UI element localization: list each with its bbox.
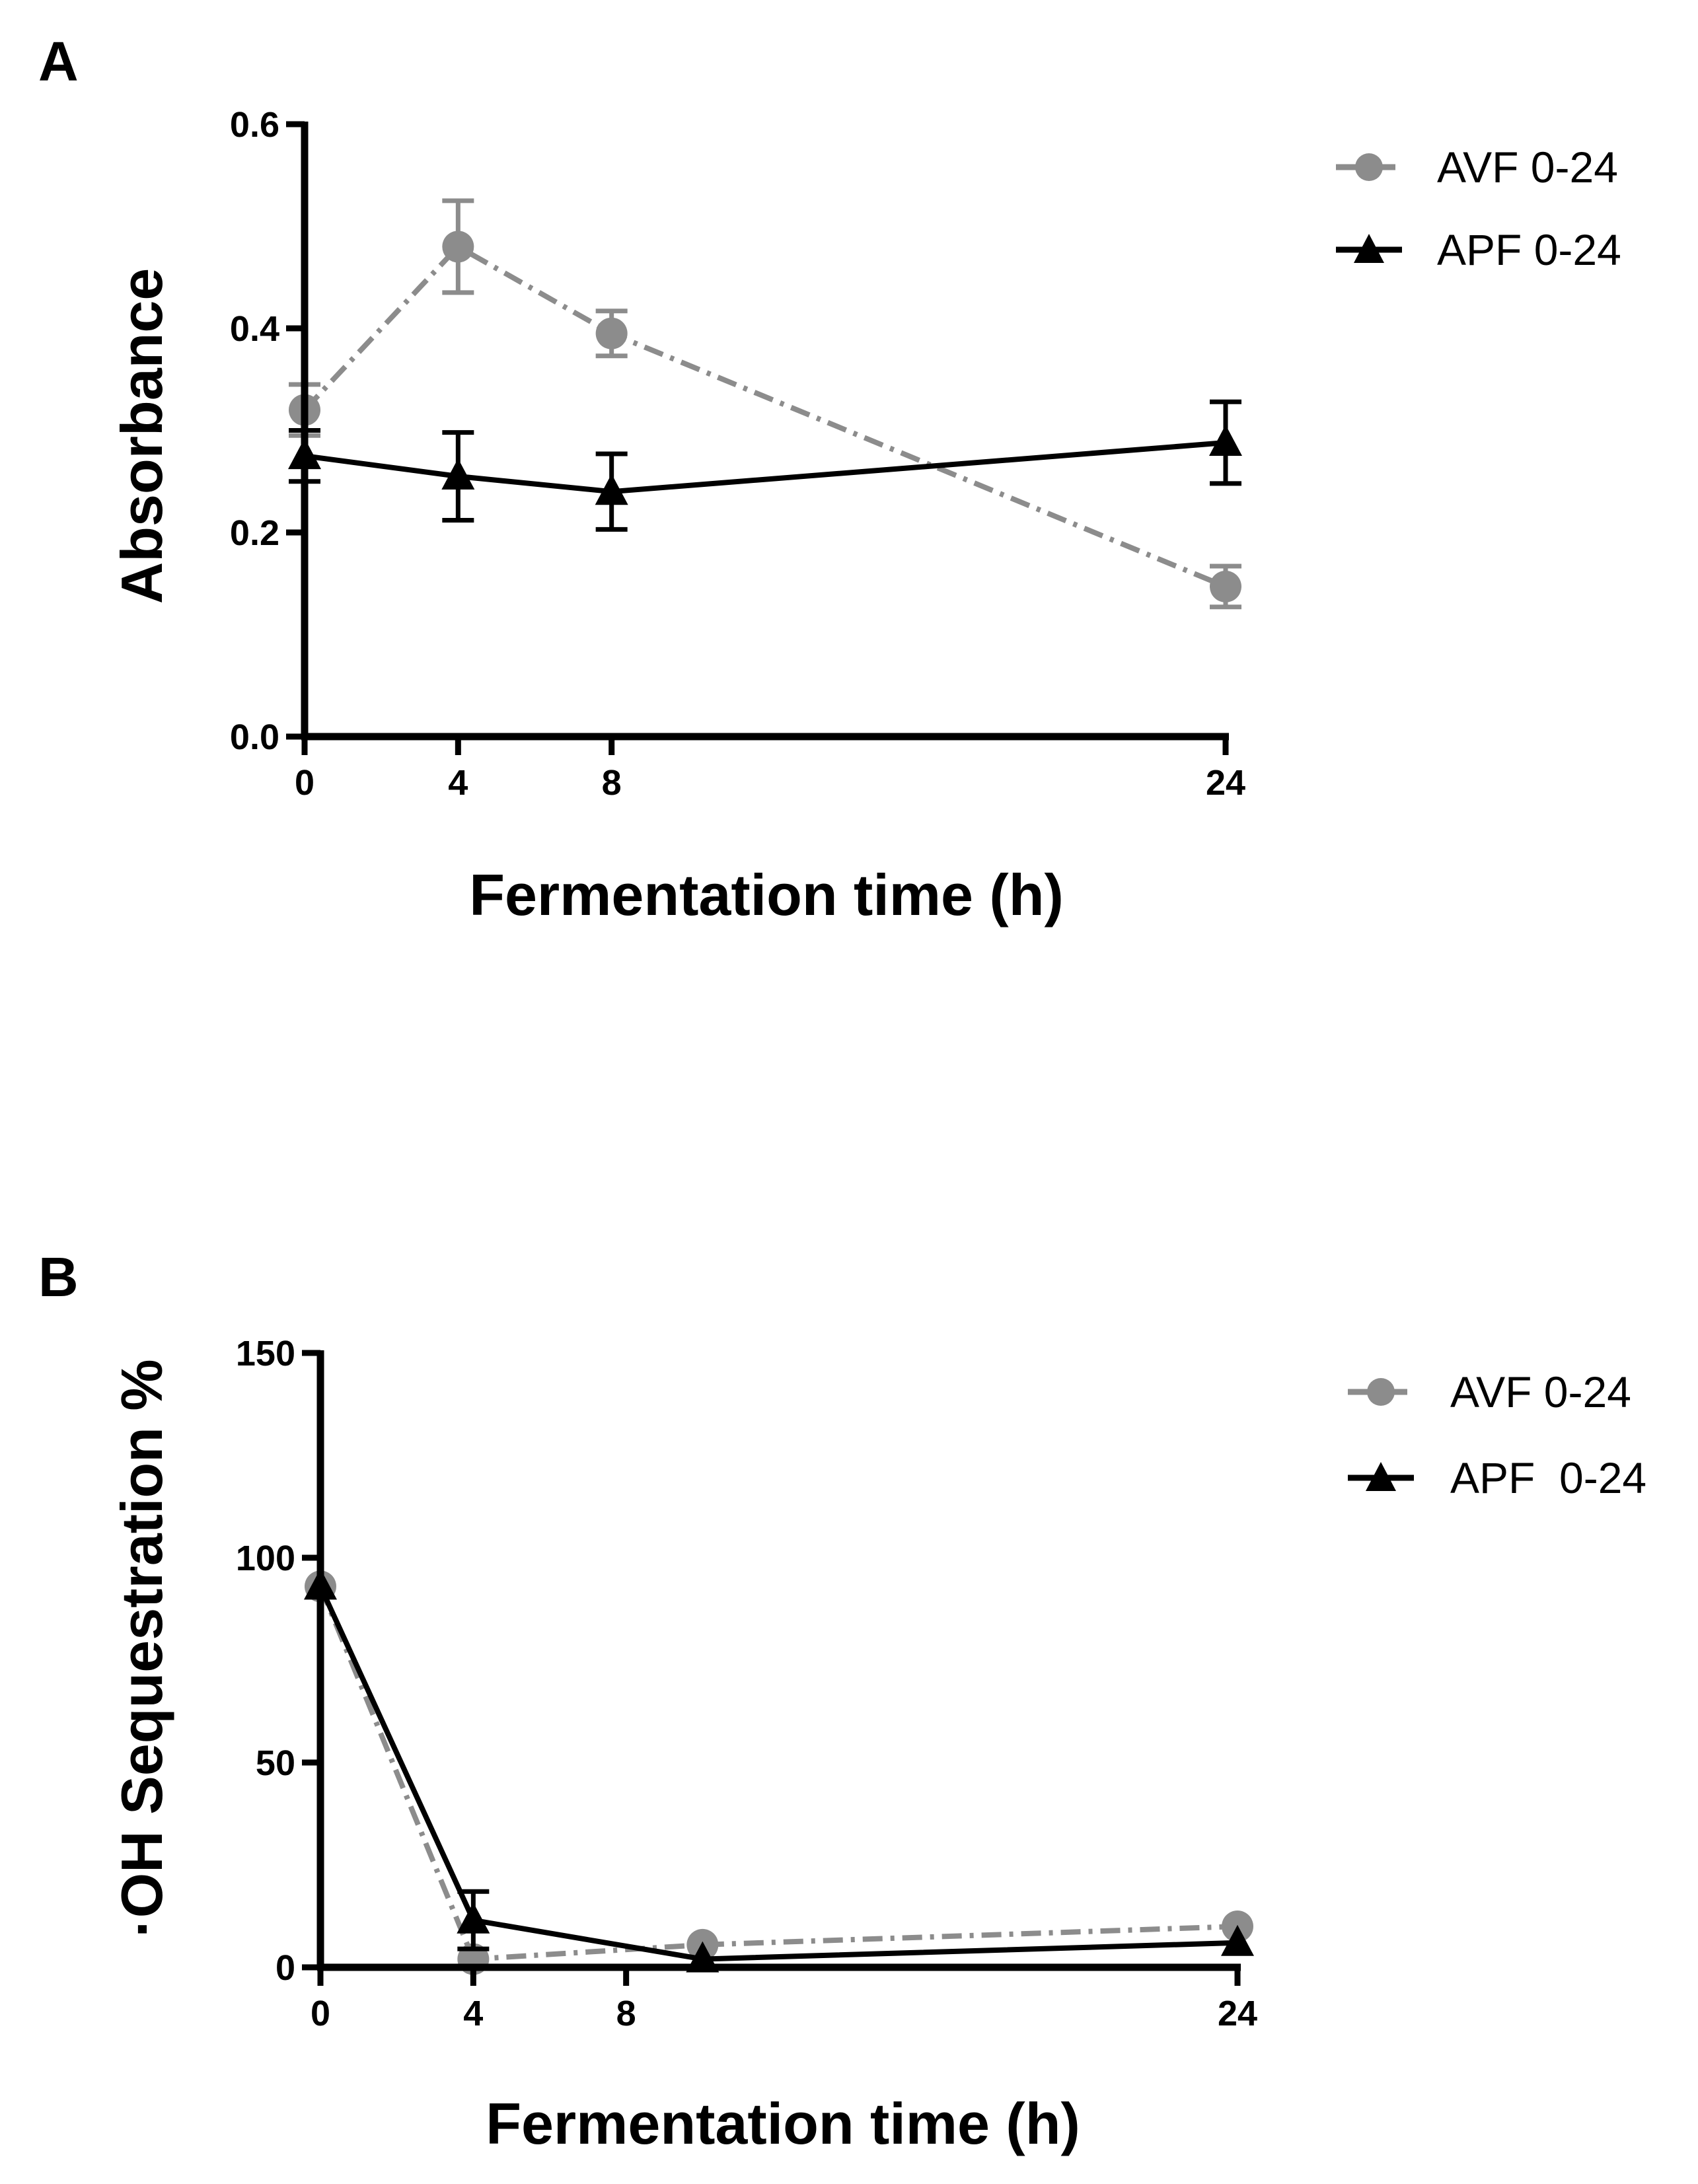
legend-marker-triangle (1366, 1462, 1396, 1491)
series-line (318, 1585, 1238, 1962)
legend-item-apf: APF 0-24 (1348, 1453, 1646, 1502)
series-circle (305, 1570, 1253, 1975)
x-tick-label: 0 (311, 1994, 330, 2033)
panel-b-x-axis-title: Fermentation time (h) (486, 2091, 1080, 2156)
y-tick-label: 50 (256, 1743, 295, 1783)
panel-a-y-axis-title: Absorbance (109, 268, 174, 604)
y-tick-label: 0.2 (230, 513, 279, 553)
x-tick-label: 24 (1218, 1994, 1257, 2033)
x-tick-label: 8 (616, 1994, 636, 2033)
data-point-triangle (1209, 425, 1242, 456)
legend-label-avf: AVF 0-24 (1450, 1367, 1631, 1416)
y-tick-label: 0 (276, 1948, 295, 1988)
series-line (304, 440, 1226, 495)
data-point-triangle (1221, 1924, 1254, 1956)
panel-b-y-ticks: 0 50 100 150 (236, 1334, 320, 1988)
y-tick-label: 0.0 (230, 717, 279, 757)
series-circle (289, 198, 1241, 610)
series-line (303, 244, 1227, 589)
x-tick-label: 0 (295, 763, 314, 803)
legend-label-apf: APF 0-24 (1437, 225, 1621, 274)
panel-b-x-ticks: 0 4 8 24 (311, 1967, 1257, 2033)
panel-a-legend: AVF 0-24 APF 0-24 (1336, 143, 1621, 274)
legend-marker-triangle (1354, 234, 1384, 263)
legend-label-avf: AVF 0-24 (1437, 143, 1618, 192)
legend-item-apf: APF 0-24 (1336, 225, 1621, 274)
y-tick-label: 0.4 (230, 309, 279, 349)
series-line (318, 1585, 1238, 1962)
data-point-circle (1210, 570, 1241, 602)
x-tick-label: 8 (602, 763, 622, 803)
data-point-circle (595, 317, 628, 349)
panel-b-series (304, 1568, 1254, 1975)
data-point-triangle (441, 458, 475, 490)
panel-a: A 0.0 0.2 0.4 0.6 0 4 8 24 Fermentation time (… (38, 30, 1621, 928)
data-point-circle (442, 231, 474, 263)
x-tick-label: 24 (1206, 763, 1245, 803)
panel-b-y-axis-title: ·OH Sequestration % (109, 1359, 174, 1937)
panel-a-y-ticks: 0.0 0.2 0.4 0.6 (230, 105, 305, 757)
panel-a-x-ticks: 0 4 8 24 (295, 737, 1245, 803)
legend-item-avf: AVF 0-24 (1348, 1367, 1631, 1416)
legend-label-apf: APF 0-24 (1450, 1453, 1646, 1502)
y-tick-label: 100 (236, 1539, 295, 1578)
legend-marker-circle (1355, 153, 1383, 181)
series-triangle (304, 1568, 1254, 1973)
series-triangle (288, 399, 1242, 532)
panel-a-series (288, 198, 1242, 610)
data-point-triangle (457, 1902, 490, 1934)
y-tick-label: 0.6 (230, 105, 279, 145)
panel-a-letter: A (38, 30, 79, 92)
y-tick-label: 150 (236, 1334, 295, 1373)
panel-a-x-axis-title: Fermentation time (h) (469, 862, 1064, 928)
panel-b-legend: AVF 0-24 APF 0-24 (1348, 1367, 1646, 1502)
x-tick-label: 4 (448, 763, 468, 803)
legend-item-avf: AVF 0-24 (1336, 143, 1618, 192)
data-point-triangle (595, 474, 628, 505)
x-tick-label: 4 (463, 1994, 483, 2033)
panel-b-letter: B (38, 1246, 79, 1308)
legend-marker-circle (1367, 1378, 1395, 1406)
